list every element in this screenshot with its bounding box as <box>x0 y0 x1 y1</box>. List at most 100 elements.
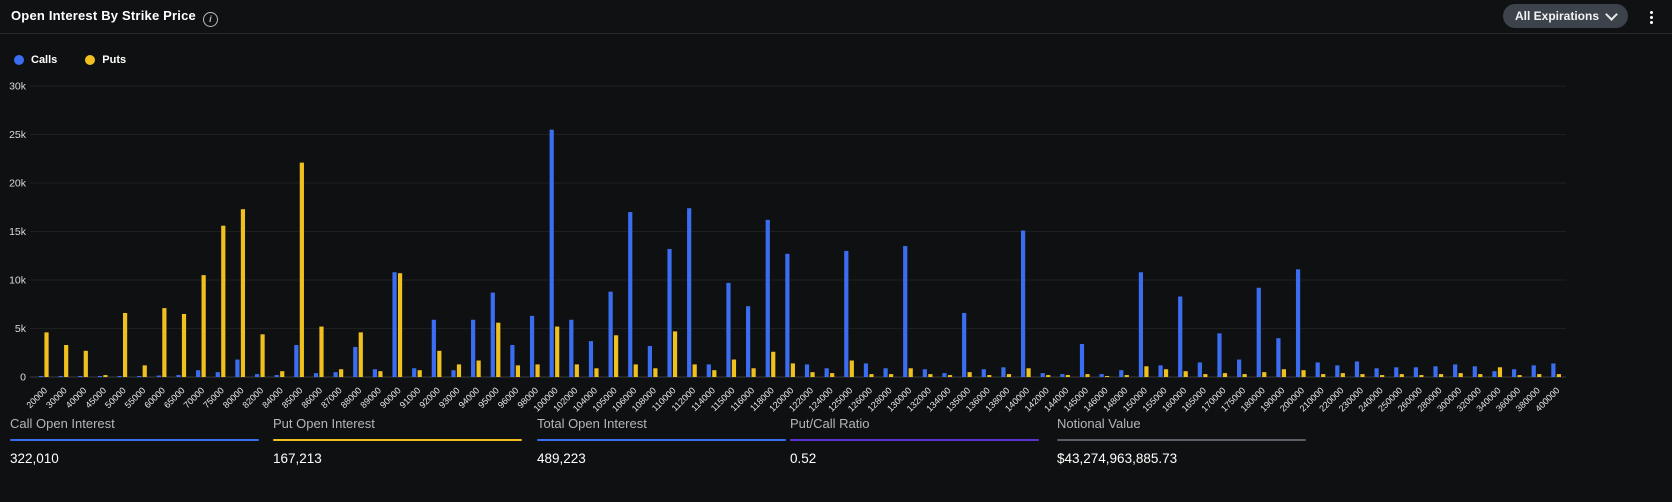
put-bar-320000[interactable] <box>1478 374 1483 377</box>
call-bar-136000[interactable] <box>981 369 986 377</box>
put-bar-60000[interactable] <box>162 308 167 377</box>
legend-item-puts[interactable]: Puts <box>85 54 126 66</box>
call-bar-144000[interactable] <box>1060 374 1065 377</box>
put-bar-108000[interactable] <box>653 368 658 377</box>
put-bar-190000[interactable] <box>1281 369 1287 377</box>
put-bar-125000[interactable] <box>849 360 854 377</box>
put-bar-136000[interactable] <box>987 375 992 377</box>
call-bar-106000[interactable] <box>628 212 633 377</box>
put-bar-150000[interactable] <box>1144 366 1149 377</box>
put-bar-65000[interactable] <box>181 313 187 377</box>
put-bar-40000[interactable] <box>83 350 88 377</box>
put-bar-160000[interactable] <box>1183 371 1188 377</box>
call-bar-120000[interactable] <box>785 253 790 377</box>
call-bar-94000[interactable] <box>471 319 476 377</box>
put-bar-128000[interactable] <box>888 374 894 377</box>
put-bar-118000[interactable] <box>771 351 776 377</box>
put-bar-98000[interactable] <box>535 364 540 377</box>
put-bar-88000[interactable] <box>358 332 363 377</box>
put-bar-380000[interactable] <box>1537 374 1542 377</box>
call-bar-85000[interactable] <box>294 344 299 377</box>
call-bar-155000[interactable] <box>1158 365 1163 377</box>
put-bar-165000[interactable] <box>1203 374 1208 377</box>
put-bar-138000[interactable] <box>1006 374 1012 377</box>
put-bar-175000[interactable] <box>1242 374 1247 377</box>
call-bar-70000[interactable] <box>196 370 201 377</box>
call-bar-146000[interactable] <box>1099 374 1104 377</box>
put-bar-280000[interactable] <box>1438 374 1444 377</box>
call-bar-142000[interactable] <box>1040 373 1045 377</box>
call-bar-115000[interactable] <box>726 282 731 377</box>
call-bar-110000[interactable] <box>667 248 672 377</box>
put-bar-102000[interactable] <box>574 364 579 377</box>
call-bar-55000[interactable] <box>137 376 142 377</box>
put-bar-110000[interactable] <box>672 331 678 377</box>
call-bar-90000[interactable] <box>392 272 397 377</box>
put-bar-91000[interactable] <box>417 370 422 377</box>
put-bar-105000[interactable] <box>614 335 619 377</box>
call-bar-134000[interactable] <box>942 373 947 377</box>
put-bar-104000[interactable] <box>594 368 599 377</box>
call-bar-160000[interactable] <box>1178 296 1183 377</box>
legend-item-calls[interactable]: Calls <box>14 54 57 66</box>
put-bar-300000[interactable] <box>1458 373 1463 377</box>
call-bar-60000[interactable] <box>156 375 161 377</box>
call-bar-112000[interactable] <box>687 208 692 377</box>
call-bar-87000[interactable] <box>333 372 338 377</box>
call-bar-86000[interactable] <box>313 373 319 377</box>
put-bar-135000[interactable] <box>967 372 972 377</box>
put-bar-120000[interactable] <box>790 363 795 377</box>
put-bar-114000[interactable] <box>712 370 717 377</box>
call-bar-88000[interactable] <box>353 346 358 377</box>
call-bar-150000[interactable] <box>1138 272 1144 377</box>
call-bar-260000[interactable] <box>1413 367 1418 377</box>
put-bar-130000[interactable] <box>908 368 913 377</box>
call-bar-114000[interactable] <box>706 364 711 377</box>
put-bar-75000[interactable] <box>221 225 226 377</box>
kebab-menu-icon[interactable] <box>1644 7 1658 27</box>
call-bar-84000[interactable] <box>274 375 279 377</box>
put-bar-94000[interactable] <box>476 360 481 377</box>
put-bar-240000[interactable] <box>1380 375 1385 377</box>
call-bar-116000[interactable] <box>745 306 751 377</box>
put-bar-132000[interactable] <box>928 374 933 377</box>
call-bar-220000[interactable] <box>1335 365 1340 377</box>
call-bar-98000[interactable] <box>529 315 535 377</box>
put-bar-70000[interactable] <box>201 275 206 377</box>
put-bar-50000[interactable] <box>122 312 128 377</box>
put-bar-400000[interactable] <box>1556 374 1561 377</box>
call-bar-360000[interactable] <box>1511 369 1517 377</box>
put-bar-142000[interactable] <box>1046 375 1051 377</box>
call-bar-300000[interactable] <box>1453 364 1458 377</box>
put-bar-96000[interactable] <box>515 365 521 377</box>
call-bar-400000[interactable] <box>1551 363 1556 377</box>
call-bar-102000[interactable] <box>569 319 574 377</box>
put-bar-210000[interactable] <box>1321 374 1326 377</box>
put-bar-140000[interactable] <box>1026 368 1031 377</box>
call-bar-145000[interactable] <box>1079 344 1085 377</box>
call-bar-122000[interactable] <box>804 364 810 377</box>
call-bar-40000[interactable] <box>78 376 83 377</box>
call-bar-105000[interactable] <box>608 291 613 377</box>
call-bar-20000[interactable] <box>38 376 44 377</box>
put-bar-30000[interactable] <box>64 344 69 377</box>
put-bar-134000[interactable] <box>947 375 953 377</box>
call-bar-200000[interactable] <box>1295 269 1301 377</box>
put-bar-260000[interactable] <box>1419 375 1424 377</box>
put-bar-145000[interactable] <box>1085 374 1090 377</box>
put-bar-106000[interactable] <box>633 364 638 377</box>
call-bar-96000[interactable] <box>510 344 515 377</box>
call-bar-250000[interactable] <box>1394 367 1399 377</box>
put-bar-116000[interactable] <box>751 368 756 377</box>
call-bar-92000[interactable] <box>431 319 436 377</box>
call-bar-82000[interactable] <box>254 374 260 377</box>
call-bar-320000[interactable] <box>1472 366 1477 377</box>
call-bar-80000[interactable] <box>235 359 240 377</box>
call-bar-65000[interactable] <box>176 375 181 377</box>
call-bar-126000[interactable] <box>863 363 869 377</box>
call-bar-132000[interactable] <box>922 369 927 377</box>
put-bar-170000[interactable] <box>1222 373 1228 377</box>
call-bar-108000[interactable] <box>647 345 652 377</box>
put-bar-230000[interactable] <box>1360 374 1365 377</box>
call-bar-148000[interactable] <box>1119 370 1124 377</box>
